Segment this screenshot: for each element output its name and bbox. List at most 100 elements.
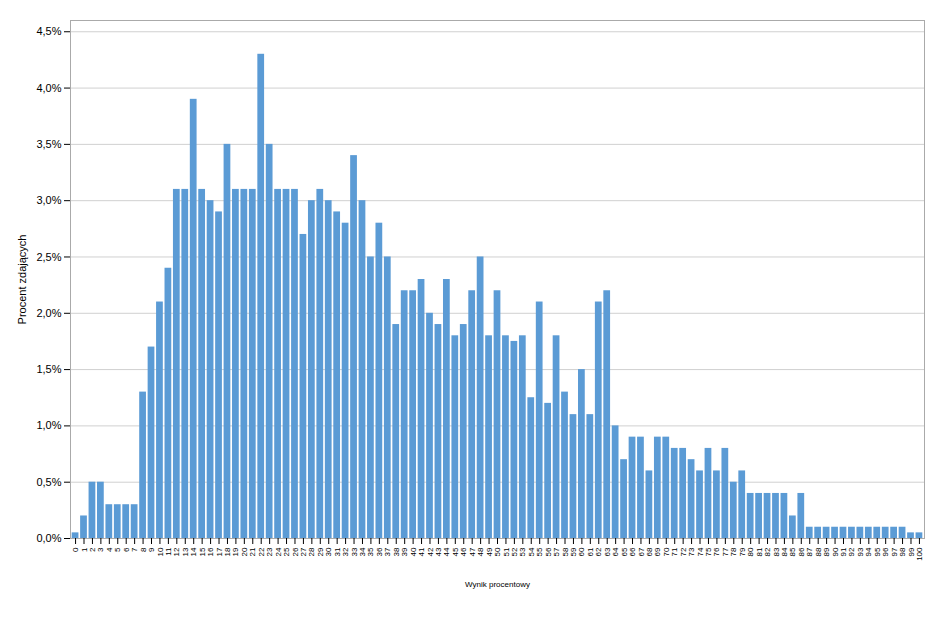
svg-text:82: 82 bbox=[763, 547, 773, 557]
svg-text:67: 67 bbox=[636, 547, 646, 557]
svg-text:38: 38 bbox=[391, 547, 401, 557]
svg-text:2,5%: 2,5% bbox=[36, 250, 61, 262]
svg-text:72: 72 bbox=[678, 547, 688, 557]
svg-text:17: 17 bbox=[214, 547, 224, 557]
svg-text:36: 36 bbox=[374, 547, 384, 557]
svg-text:88: 88 bbox=[813, 547, 823, 557]
svg-text:58: 58 bbox=[560, 547, 570, 557]
svg-text:57: 57 bbox=[552, 547, 562, 557]
svg-text:24: 24 bbox=[273, 547, 283, 557]
svg-text:48: 48 bbox=[476, 547, 486, 557]
svg-text:61: 61 bbox=[585, 547, 595, 557]
svg-text:60: 60 bbox=[577, 547, 587, 557]
svg-text:37: 37 bbox=[383, 547, 393, 557]
svg-text:85: 85 bbox=[788, 547, 798, 557]
svg-text:100: 100 bbox=[915, 547, 924, 561]
svg-text:Wynik procentowy: Wynik procentowy bbox=[465, 580, 530, 589]
svg-text:83: 83 bbox=[771, 547, 781, 557]
svg-text:1,5%: 1,5% bbox=[36, 363, 61, 375]
svg-text:86: 86 bbox=[796, 547, 806, 557]
svg-text:40: 40 bbox=[408, 547, 418, 557]
svg-text:55: 55 bbox=[535, 547, 545, 557]
svg-text:13: 13 bbox=[180, 547, 190, 557]
svg-text:78: 78 bbox=[729, 547, 739, 557]
svg-text:97: 97 bbox=[889, 547, 899, 557]
svg-text:44: 44 bbox=[442, 547, 452, 557]
svg-text:1,0%: 1,0% bbox=[36, 419, 61, 431]
svg-text:11: 11 bbox=[163, 547, 173, 556]
svg-text:32: 32 bbox=[341, 547, 351, 557]
svg-text:33: 33 bbox=[349, 547, 359, 557]
svg-text:27: 27 bbox=[299, 547, 308, 557]
svg-text:28: 28 bbox=[307, 547, 317, 557]
svg-text:43: 43 bbox=[434, 547, 443, 557]
svg-text:2,0%: 2,0% bbox=[36, 307, 61, 319]
svg-text:22: 22 bbox=[256, 547, 266, 557]
svg-text:30: 30 bbox=[324, 547, 334, 557]
svg-text:73: 73 bbox=[687, 547, 697, 557]
svg-text:12: 12 bbox=[172, 547, 182, 557]
svg-text:81: 81 bbox=[754, 547, 764, 557]
svg-text:46: 46 bbox=[459, 547, 469, 557]
svg-text:92: 92 bbox=[847, 547, 857, 557]
svg-text:47: 47 bbox=[467, 547, 477, 557]
svg-text:50: 50 bbox=[493, 547, 503, 557]
svg-text:26: 26 bbox=[290, 547, 300, 557]
svg-text:15: 15 bbox=[197, 547, 207, 557]
svg-text:23: 23 bbox=[265, 547, 275, 557]
svg-text:94: 94 bbox=[864, 547, 874, 557]
svg-text:3,5%: 3,5% bbox=[36, 138, 61, 150]
svg-text:87: 87 bbox=[805, 547, 815, 557]
svg-text:35: 35 bbox=[366, 547, 376, 557]
svg-text:69: 69 bbox=[653, 547, 663, 557]
svg-text:0,5%: 0,5% bbox=[36, 476, 61, 488]
svg-text:51: 51 bbox=[501, 547, 511, 557]
svg-text:19: 19 bbox=[231, 547, 241, 557]
svg-text:39: 39 bbox=[400, 547, 410, 557]
svg-text:66: 66 bbox=[628, 547, 638, 557]
svg-text:80: 80 bbox=[746, 547, 756, 557]
svg-text:Procent zdających: Procent zdających bbox=[16, 235, 28, 325]
svg-text:20: 20 bbox=[239, 547, 249, 557]
svg-text:34: 34 bbox=[358, 547, 367, 557]
svg-text:31: 31 bbox=[332, 547, 342, 557]
svg-text:99: 99 bbox=[906, 547, 916, 557]
svg-text:18: 18 bbox=[223, 547, 232, 557]
svg-text:98: 98 bbox=[898, 547, 908, 557]
svg-text:3,0%: 3,0% bbox=[36, 194, 61, 206]
svg-text:93: 93 bbox=[855, 547, 865, 557]
svg-text:14: 14 bbox=[189, 547, 199, 557]
svg-text:4,0%: 4,0% bbox=[36, 82, 61, 94]
svg-text:90: 90 bbox=[830, 547, 840, 557]
svg-text:4,5%: 4,5% bbox=[36, 25, 61, 37]
svg-text:41: 41 bbox=[417, 547, 427, 557]
svg-text:25: 25 bbox=[282, 547, 292, 557]
svg-text:95: 95 bbox=[872, 547, 882, 557]
svg-text:76: 76 bbox=[712, 547, 722, 557]
svg-text:64: 64 bbox=[611, 547, 621, 557]
svg-text:89: 89 bbox=[822, 547, 832, 557]
svg-text:63: 63 bbox=[602, 547, 612, 557]
svg-text:52: 52 bbox=[509, 547, 519, 557]
svg-text:0,0%: 0,0% bbox=[36, 532, 61, 544]
svg-text:56: 56 bbox=[543, 547, 553, 557]
svg-text:71: 71 bbox=[670, 547, 680, 557]
svg-text:49: 49 bbox=[484, 547, 494, 557]
svg-text:70: 70 bbox=[661, 547, 671, 557]
svg-text:45: 45 bbox=[450, 547, 460, 557]
svg-text:21: 21 bbox=[248, 547, 258, 557]
svg-text:79: 79 bbox=[737, 547, 747, 557]
svg-text:96: 96 bbox=[881, 547, 891, 557]
svg-text:29: 29 bbox=[315, 547, 325, 557]
svg-text:42: 42 bbox=[425, 547, 435, 557]
svg-text:16: 16 bbox=[206, 547, 216, 557]
svg-text:74: 74 bbox=[695, 547, 705, 557]
svg-text:62: 62 bbox=[594, 547, 604, 557]
svg-text:10: 10 bbox=[155, 547, 165, 557]
svg-text:68: 68 bbox=[645, 547, 654, 557]
svg-text:77: 77 bbox=[720, 547, 730, 557]
svg-text:53: 53 bbox=[518, 547, 528, 557]
svg-text:59: 59 bbox=[569, 547, 578, 557]
svg-text:65: 65 bbox=[619, 547, 629, 557]
svg-text:54: 54 bbox=[526, 547, 536, 557]
